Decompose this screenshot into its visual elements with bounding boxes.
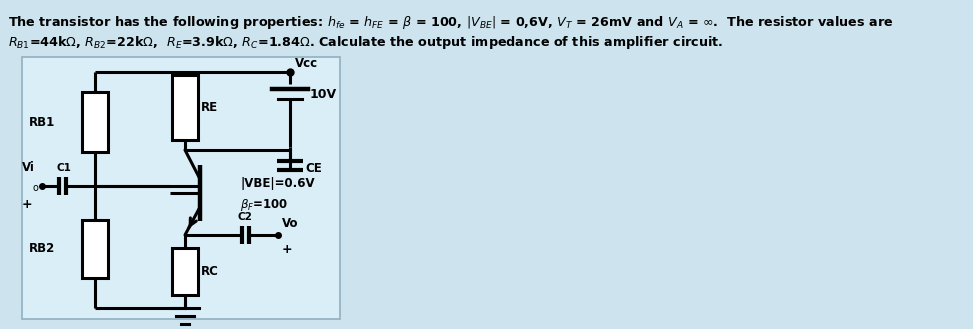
Text: CE: CE (305, 163, 322, 175)
Bar (172, 75, 198, 140)
Bar (172, 248, 198, 295)
Text: $R_{B1}$=44k$\Omega$, $R_{B2}$=22k$\Omega$,  $R_E$=3.9k$\Omega$, $R_C$=1.84$\Ome: $R_{B1}$=44k$\Omega$, $R_{B2}$=22k$\Omeg… (8, 34, 723, 51)
Text: RB1: RB1 (29, 115, 55, 129)
Bar (82, 220, 108, 278)
Text: C2: C2 (237, 212, 252, 222)
Text: Vcc: Vcc (295, 57, 318, 70)
Text: C1: C1 (56, 163, 71, 173)
Text: $\beta_F$=100: $\beta_F$=100 (240, 197, 288, 213)
Text: 10V: 10V (310, 88, 337, 100)
Text: RC: RC (201, 265, 219, 278)
Text: Vo: Vo (282, 217, 299, 230)
Bar (82, 92, 108, 152)
Text: +: + (21, 198, 32, 211)
Text: |VBE|=0.6V: |VBE|=0.6V (240, 176, 314, 190)
Text: RE: RE (201, 101, 218, 114)
Text: Vi: Vi (22, 161, 35, 174)
Text: o: o (32, 183, 38, 193)
FancyBboxPatch shape (22, 57, 340, 319)
Text: +: + (282, 243, 293, 256)
Text: RB2: RB2 (29, 242, 55, 256)
Text: The transistor has the following properties: $h_{fe}$ = $h_{FE}$ = $\beta$ = 100: The transistor has the following propert… (8, 14, 893, 31)
